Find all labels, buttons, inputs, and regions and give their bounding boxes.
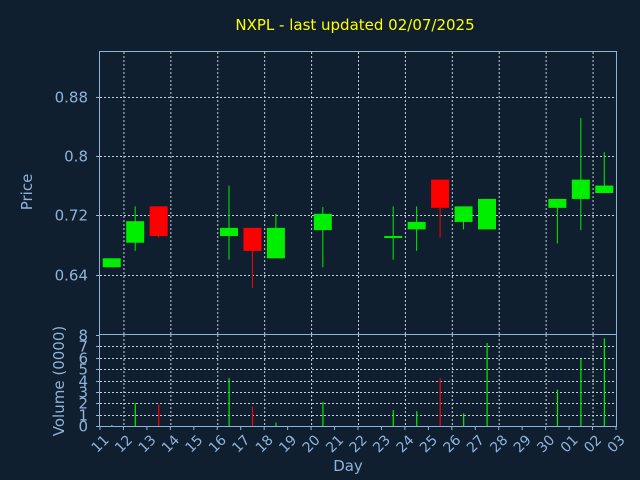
price-grid [100, 52, 616, 334]
volume-grid [100, 335, 616, 426]
x-tick-label: 15 [183, 432, 207, 456]
price-tick-label: 0.64 [55, 267, 88, 285]
volume-tick-label: 2 [78, 395, 88, 413]
x-tick-label: 20 [300, 432, 324, 456]
volume-axis-label: Volume (0000) [50, 326, 68, 436]
candle-body [313, 213, 332, 231]
x-tick-label: 26 [441, 432, 465, 456]
x-tick-label: 27 [464, 432, 488, 456]
candle-body [454, 206, 473, 222]
x-tick-label: 18 [253, 432, 277, 456]
volume-bar [158, 404, 160, 426]
price-tick-label: 0.72 [55, 207, 88, 225]
candle-body [126, 221, 145, 243]
volume-bar [251, 406, 254, 426]
volume-bar [134, 403, 136, 426]
candle-body [548, 198, 567, 208]
candle-body [571, 179, 590, 199]
x-tick-label: 23 [370, 432, 394, 456]
candle-body [266, 227, 285, 259]
candle-body [384, 236, 403, 239]
price-axis-label: Price [18, 174, 36, 211]
candle-body [407, 221, 426, 230]
x-tick-label: 13 [136, 432, 160, 456]
candle-body [220, 227, 238, 237]
x-tick-label: 22 [347, 432, 371, 456]
volume-tick-label: 6 [78, 350, 88, 368]
volume-bar [228, 378, 230, 426]
volume-bar [275, 422, 277, 426]
x-tick-label: 17 [229, 432, 253, 456]
candle-body [595, 185, 614, 193]
price-tick-label: 0.88 [55, 89, 88, 107]
volume-tick-label: 1 [78, 407, 88, 425]
price-tick-label: 0.8 [64, 148, 88, 166]
x-tick-label: 25 [417, 432, 441, 456]
x-tick-label: 19 [276, 432, 300, 456]
candlestick-series [102, 118, 614, 288]
volume-bar [556, 389, 559, 426]
candle-body [102, 258, 121, 268]
volume-tick-label: 8 [78, 327, 88, 345]
x-tick-label: 11 [89, 432, 113, 456]
candle-body [478, 198, 496, 230]
x-tick-label: 01 [558, 432, 582, 456]
volume-bar [463, 413, 465, 426]
volume-bar [416, 411, 418, 426]
x-tick-label: 21 [323, 432, 347, 456]
x-tick-label: 29 [511, 432, 535, 456]
x-tick-label: 02 [581, 432, 605, 456]
volume-bar [580, 358, 582, 426]
x-tick-label: 12 [112, 432, 136, 456]
volume-tick-label: 7 [78, 338, 88, 356]
x-axis-label: Day [333, 457, 363, 475]
volume-bar [486, 342, 488, 426]
volume-bar [603, 338, 605, 426]
volume-bar [392, 410, 394, 426]
volume-tick-label: 4 [78, 373, 88, 391]
volume-bar [439, 378, 441, 426]
x-tick-label: 24 [394, 432, 418, 456]
candle-body [149, 206, 168, 237]
candle-body [243, 227, 262, 251]
x-tick-label: 30 [534, 432, 558, 456]
x-tick-label: 16 [206, 432, 230, 456]
x-axis: 11 12 13 14 15 16 17 18 19 20 21 22 23 24 25 26 27 28 29 30… [89, 426, 629, 456]
volume-tick-label: 5 [78, 361, 88, 379]
chart-title: NXPL - last updated 02/07/2025 [235, 16, 474, 34]
x-tick-label: 28 [487, 432, 511, 456]
volume-tick-label: 0 [78, 418, 88, 436]
volume-tick-label: 3 [78, 384, 88, 402]
volume-bar [322, 402, 324, 426]
x-tick-label: 03 [605, 432, 629, 456]
candle-body [431, 179, 450, 208]
volume-series [111, 338, 605, 426]
x-tick-label: 14 [159, 432, 183, 456]
volume-bar [111, 424, 113, 426]
price-axis: 0.64 0.72 0.8 0.88 [55, 89, 100, 285]
